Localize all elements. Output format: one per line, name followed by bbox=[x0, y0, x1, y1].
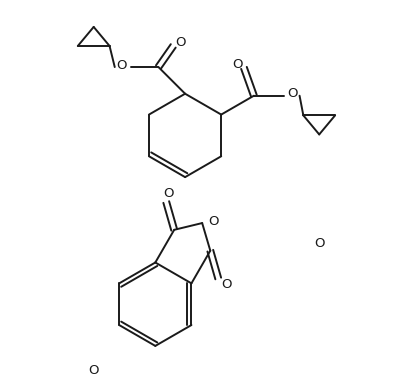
Text: O: O bbox=[116, 59, 127, 71]
Text: O: O bbox=[208, 215, 218, 228]
Text: O: O bbox=[232, 59, 242, 71]
Text: O: O bbox=[88, 364, 99, 376]
Text: O: O bbox=[287, 87, 298, 100]
Text: O: O bbox=[314, 237, 324, 250]
Text: O: O bbox=[221, 278, 232, 291]
Text: O: O bbox=[163, 187, 174, 199]
Text: O: O bbox=[175, 36, 186, 49]
